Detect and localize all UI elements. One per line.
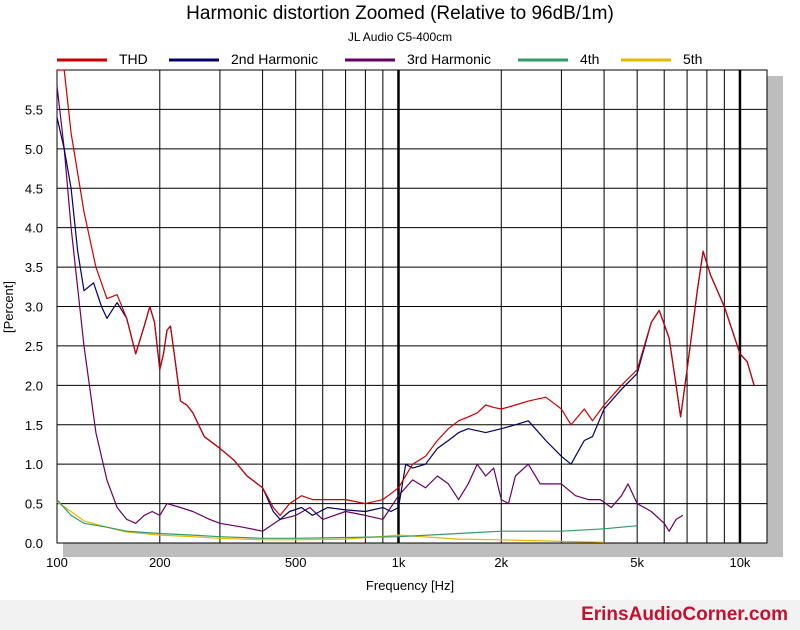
x-tick-label: 10k [729,555,750,570]
legend-label: THD [119,51,148,67]
y-tick-label: 2.5 [25,339,43,354]
series-layer [56,69,755,543]
footer-bar [0,600,800,630]
series-line-5th [56,501,605,543]
y-tick-label: 4.0 [25,221,43,236]
watermark: ErinsAudioCorner.com [581,604,788,625]
x-tick-label: 1k [392,555,406,570]
legend-label: 4th [580,51,599,67]
y-tick-labels: 0.0 0.5 1.0 1.5 2.0 2.5 3.0 3.5 4.0 4.5 5.0 5.5 [25,102,43,551]
y-tick-label: 1.5 [25,418,43,433]
y-tick-label: 0.5 [25,497,43,512]
x-tick-label: 5k [630,555,644,570]
x-tick-label: 500 [285,555,307,570]
series-line-4th [56,499,638,539]
y-tick-label: 5.5 [25,102,43,117]
x-tick-label: 200 [149,555,171,570]
series-line-thd [57,69,755,517]
y-tick-label: 2.0 [25,378,43,393]
y-tick-label: 5.0 [25,142,43,157]
x-axis-label: Frequency [Hz] [366,578,454,593]
y-tick-label: 3.5 [25,260,43,275]
legend: THD 2nd Harmonic 3rd Harmonic 4th 5th [57,51,702,67]
x-tick-labels: 100 200 500 1k 2k 5k 10k [46,555,751,570]
x-tick-label: 2k [494,555,508,570]
y-tick-label: 4.5 [25,181,43,196]
y-tick-label: 3.0 [25,300,43,315]
legend-label: 5th [683,51,702,67]
chart-title: Harmonic distortion Zoomed (Relative to … [186,3,614,24]
y-tick-label: 0.0 [25,536,43,551]
harmonic-distortion-chart: Harmonic distortion Zoomed (Relative to … [1,3,783,593]
x-tick-label: 100 [46,555,68,570]
legend-label: 2nd Harmonic [231,51,318,67]
legend-label: 3rd Harmonic [407,51,491,67]
series-line-3rd-harmonic [56,85,684,532]
y-tick-label: 1.0 [25,457,43,472]
chart-subtitle: JL Audio C5-400cm [348,30,452,44]
y-axis-label: [Percent] [1,281,16,333]
